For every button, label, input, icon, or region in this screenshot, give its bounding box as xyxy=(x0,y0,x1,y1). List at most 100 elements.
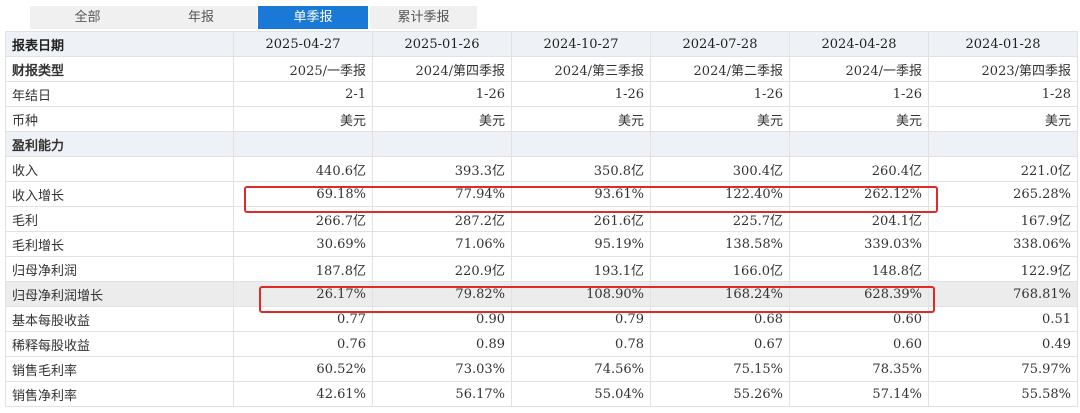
table-cell: 55.04% xyxy=(511,381,651,407)
table-row: 收入增长 69.18% 77.94% 93.61% 122.40% 262.12% 265.… xyxy=(5,181,1078,207)
table-cell: 0.60 xyxy=(789,306,929,332)
table-cell: 148.8亿 xyxy=(789,256,929,282)
table-row: 归母净利润增长 26.17% 79.82% 108.90% 168.24% 628.39%… xyxy=(5,281,1078,307)
tab-label: 单季报 xyxy=(293,10,333,25)
table-cell xyxy=(650,131,790,157)
table-cell: 美元 xyxy=(650,106,790,132)
column-header-date[interactable]: 2024-07-28 xyxy=(650,31,790,57)
table-cell: 2024/第二季报 xyxy=(650,56,790,82)
table-cell: 78.35% xyxy=(789,356,929,382)
row-label: 销售毛利率 xyxy=(5,356,234,382)
tab-label: 累计季报 xyxy=(397,10,450,25)
table-cell: 2023/第四季报 xyxy=(928,56,1078,82)
table-row: 基本每股收益 0.77 0.90 0.79 0.68 0.60 0.51 xyxy=(5,306,1078,332)
table-cell: 1-26 xyxy=(372,81,512,107)
row-label: 归母净利润 xyxy=(5,256,234,282)
table-cell: 0.49 xyxy=(928,331,1078,357)
column-header-date[interactable]: 2024-04-28 xyxy=(789,31,929,57)
row-label: 毛利增长 xyxy=(5,231,234,257)
column-header-date[interactable]: 2024-10-27 xyxy=(511,31,651,57)
table-cell: 42.61% xyxy=(233,381,373,407)
table-cell: 美元 xyxy=(372,106,512,132)
row-label: 年结日 xyxy=(5,81,234,107)
table-cell xyxy=(511,131,651,157)
table-row: 财报类型 2025/一季报 2024/第四季报 2024/第三季报 2024/第二季报 2… xyxy=(5,56,1078,82)
table-cell: 265.28% xyxy=(928,181,1078,207)
table-cell: 261.6亿 xyxy=(511,206,651,232)
table-cell: 57.14% xyxy=(789,381,929,407)
table-cell: 0.89 xyxy=(372,331,512,357)
row-label: 收入增长 xyxy=(5,181,234,207)
table-cell: 79.82% xyxy=(372,281,512,307)
table-cell: 138.58% xyxy=(650,231,790,257)
table-cell: 55.26% xyxy=(650,381,790,407)
column-header-date[interactable]: 2025-04-27 xyxy=(233,31,373,57)
row-label: 收入 xyxy=(5,156,234,182)
row-label: 归母净利润增长 xyxy=(5,281,234,307)
column-header-date[interactable]: 2025-01-26 xyxy=(372,31,512,57)
tab-label: 年报 xyxy=(187,10,214,25)
table-cell: 2025/一季报 xyxy=(233,56,373,82)
tab-label: 全部 xyxy=(74,10,101,25)
table-row: 销售毛利率 60.52% 73.03% 74.56% 75.15% 78.35% 75.97… xyxy=(5,356,1078,382)
table-cell xyxy=(789,131,929,157)
table-cell: 0.77 xyxy=(233,306,373,332)
table-cell: 95.19% xyxy=(511,231,651,257)
table-cell: 339.03% xyxy=(789,231,929,257)
tab-annual[interactable]: 年报 xyxy=(145,6,257,29)
table-cell: 260.4亿 xyxy=(789,156,929,182)
table-cell: 1-26 xyxy=(511,81,651,107)
section-label: 盈利能力 xyxy=(5,131,234,157)
table-cell: 2024/一季报 xyxy=(789,56,929,82)
table-row: 收入 440.6亿 393.3亿 350.8亿 300.4亿 260.4亿 221.0亿 xyxy=(5,156,1078,182)
table-cell xyxy=(233,131,373,157)
table-cell: 0.79 xyxy=(511,306,651,332)
table-cell: 0.90 xyxy=(372,306,512,332)
table-cell: 266.7亿 xyxy=(233,206,373,232)
column-header-date[interactable]: 2024-01-28 xyxy=(928,31,1078,57)
table-cell: 1-28 xyxy=(928,81,1078,107)
table-cell: 0.76 xyxy=(233,331,373,357)
row-label: 毛利 xyxy=(5,206,234,232)
table-cell: 60.52% xyxy=(233,356,373,382)
table-cell: 122.9亿 xyxy=(928,256,1078,282)
table-row: 归母净利润 187.8亿 220.9亿 193.1亿 166.0亿 148.8亿 122.9… xyxy=(5,256,1078,282)
row-label: 财报类型 xyxy=(5,56,234,82)
table-row: 稀释每股收益 0.76 0.89 0.78 0.67 0.60 0.49 xyxy=(5,331,1078,357)
table-cell: 300.4亿 xyxy=(650,156,790,182)
table-cell: 2-1 xyxy=(233,81,373,107)
table-cell: 26.17% xyxy=(233,281,373,307)
table-header-row: 报表日期 2025-04-27 2025-01-26 2024-10-27 2024-0… xyxy=(5,31,1078,57)
tab-single-quarter[interactable]: 单季报 xyxy=(258,6,368,29)
table-cell: 168.24% xyxy=(650,281,790,307)
table-cell: 287.2亿 xyxy=(372,206,512,232)
table-cell: 440.6亿 xyxy=(233,156,373,182)
table-cell: 美元 xyxy=(511,106,651,132)
table-cell: 350.8亿 xyxy=(511,156,651,182)
table-row: 销售净利率 42.61% 56.17% 55.04% 55.26% 57.14% 55.58… xyxy=(5,381,1078,407)
row-label: 币种 xyxy=(5,106,234,132)
table-cell: 122.40% xyxy=(650,181,790,207)
table-cell: 93.61% xyxy=(511,181,651,207)
table-cell: 0.68 xyxy=(650,306,790,332)
table-cell xyxy=(372,131,512,157)
table-cell: 美元 xyxy=(233,106,373,132)
table-cell: 262.12% xyxy=(789,181,929,207)
table-cell: 77.94% xyxy=(372,181,512,207)
table-cell: 0.60 xyxy=(789,331,929,357)
table-row: 币种 美元 美元 美元 美元 美元 美元 xyxy=(5,106,1078,132)
table-cell: 75.15% xyxy=(650,356,790,382)
table-cell: 166.0亿 xyxy=(650,256,790,282)
tab-all[interactable]: 全部 xyxy=(30,6,145,29)
header-report-date: 报表日期 xyxy=(5,31,234,57)
table-cell: 204.1亿 xyxy=(789,206,929,232)
table-cell: 69.18% xyxy=(233,181,373,207)
table-cell: 0.51 xyxy=(928,306,1078,332)
table-cell: 71.06% xyxy=(372,231,512,257)
row-label: 稀释每股收益 xyxy=(5,331,234,357)
table-cell: 56.17% xyxy=(372,381,512,407)
table-cell: 30.69% xyxy=(233,231,373,257)
table-cell: 74.56% xyxy=(511,356,651,382)
table-cell: 108.90% xyxy=(511,281,651,307)
tab-cumulative-quarter[interactable]: 累计季报 xyxy=(370,6,477,29)
